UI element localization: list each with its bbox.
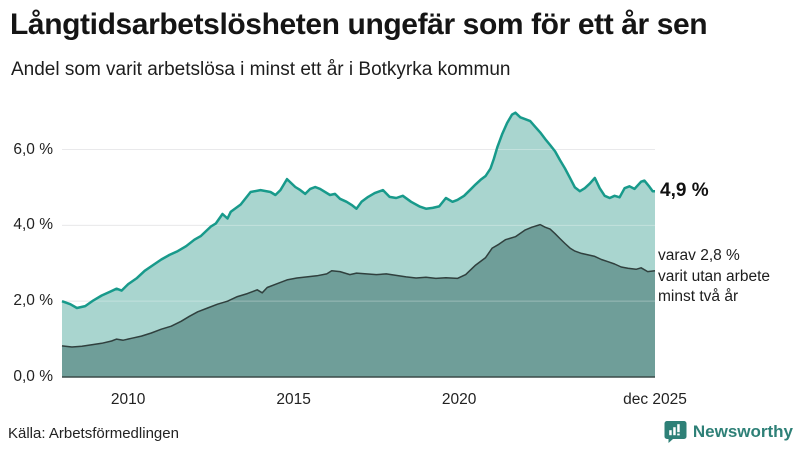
- page-title: Långtidsarbetslösheten ungefär som för e…: [10, 8, 708, 41]
- source-label: Källa: Arbetsförmedlingen: [8, 425, 179, 442]
- series-line: [61, 111, 655, 310]
- x-tick-label: 2010: [110, 391, 146, 408]
- series-line: [61, 223, 656, 348]
- x-tick-label: 2015: [276, 391, 311, 408]
- brand-name: Newsworthy: [692, 422, 793, 441]
- y-tick-label: 4,0 %: [13, 216, 53, 234]
- secondary-series-annotation: varav 2,8 % varit utan arbete minst två …: [658, 246, 770, 308]
- y-tick-label: 0,0 %: [13, 368, 53, 385]
- secondary-annotation-line1: varav 2,8 %: [658, 247, 740, 264]
- secondary-annotation-line2: varit utan arbete: [658, 267, 771, 285]
- x-tick-label: 2020: [441, 391, 477, 408]
- newsworthy-logo-icon: [664, 421, 687, 443]
- last-value-annotation: 4,9 %: [660, 180, 709, 201]
- y-tick-label: 2,0 %: [13, 292, 53, 310]
- newsworthy-brand: Newsworthy: [664, 420, 793, 444]
- y-tick-label: 6,0 %: [13, 140, 53, 158]
- area-fill: [62, 224, 655, 377]
- x-tick-label: dec 2025: [623, 391, 687, 408]
- page-subtitle: Andel som varit arbetslösa i minst ett å…: [11, 59, 511, 80]
- secondary-annotation-line3: minst två år: [658, 288, 739, 305]
